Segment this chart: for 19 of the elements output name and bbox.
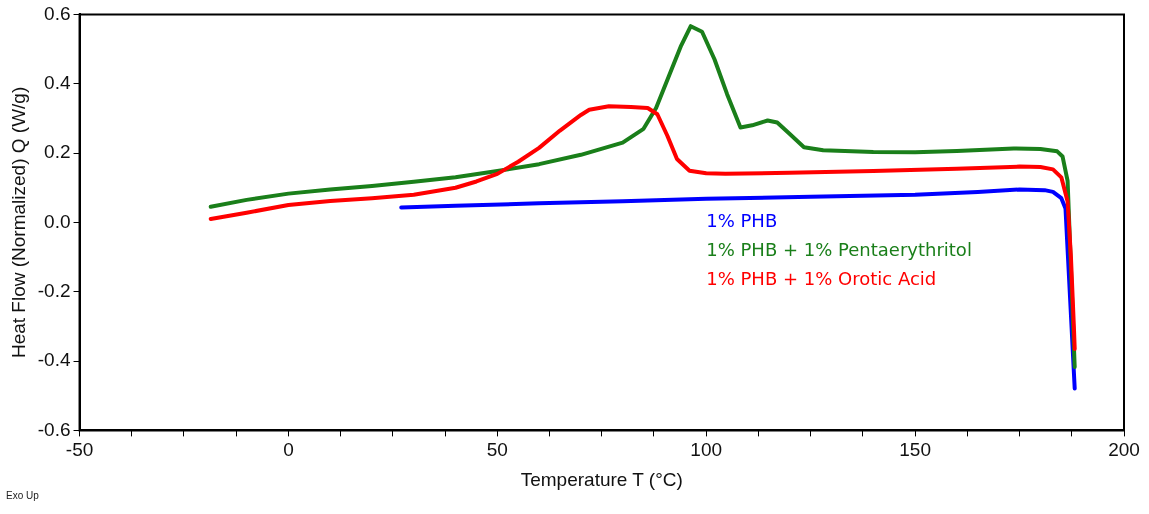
- y-tick-label: -0.6: [37, 418, 71, 440]
- text: 1% PHB + 1% Pentaerythritol: [706, 239, 972, 261]
- y-axis-title: Heat Flow (Normalized) Q (W/g): [7, 86, 29, 359]
- x-tick-label: 200: [1108, 439, 1140, 461]
- x-tick-label: 0: [283, 439, 294, 461]
- x-tick-label: -50: [65, 439, 94, 461]
- x-tick-label: 150: [899, 439, 931, 461]
- y-tick-label: 0.2: [44, 141, 71, 163]
- text: Exo Up: [6, 490, 39, 501]
- series-label: 1% PHB: [706, 210, 778, 232]
- y-tick-label: -0.2: [37, 279, 71, 301]
- x-tick-label: 50: [486, 439, 508, 461]
- y-tick-label: 0.0: [44, 210, 71, 232]
- y-tick-label: -0.4: [37, 349, 71, 371]
- y-tick-label: 0.4: [44, 71, 71, 93]
- x-tick-label: 100: [690, 439, 723, 461]
- text: 1% PHB + 1% Orotic Acid: [706, 268, 937, 290]
- x-axis-title: Temperature T (°C): [520, 468, 683, 490]
- y-tick-label: 0.6: [44, 2, 71, 24]
